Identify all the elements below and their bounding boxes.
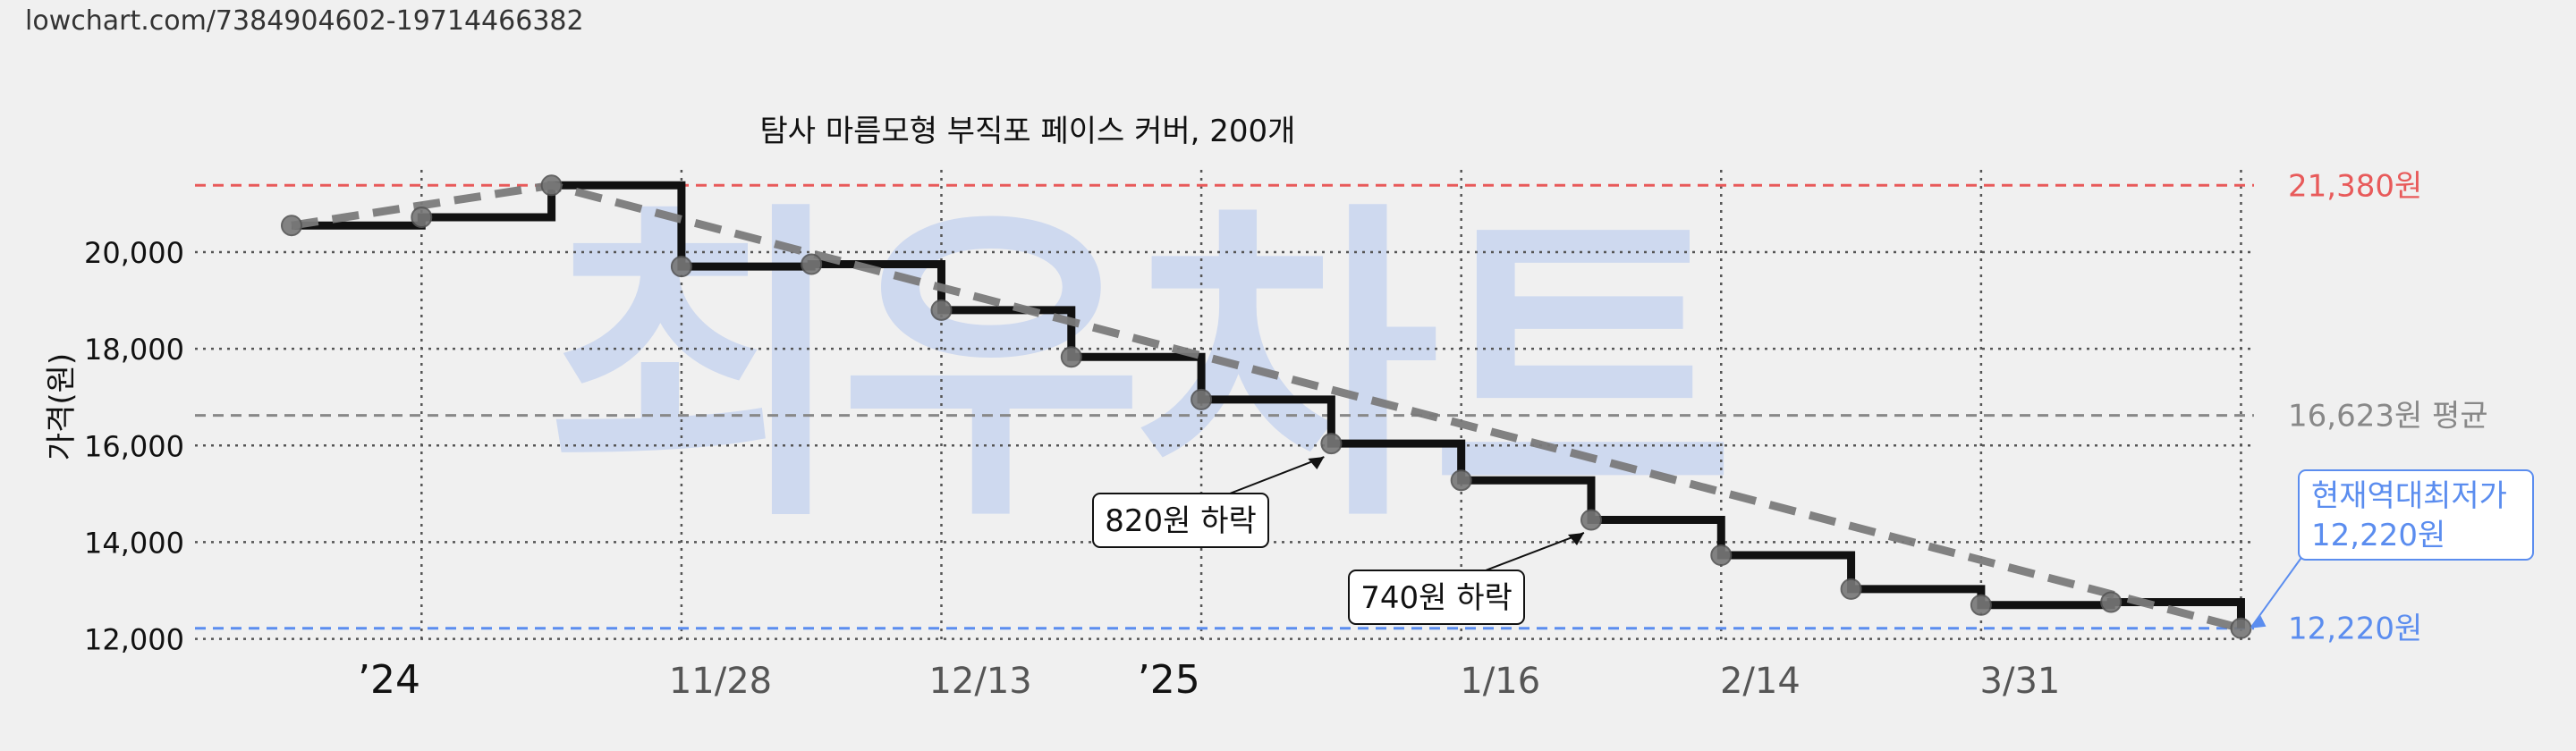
y-tick-label: 18,000 — [84, 333, 184, 367]
current-low-callout-value: 12,220원 — [2311, 518, 2445, 553]
y-tick-label: 12,000 — [84, 623, 184, 657]
data-point — [2230, 617, 2252, 639]
data-point — [1710, 544, 1733, 567]
x-tick-label: 2/14 — [1720, 661, 1801, 702]
annotation-label: 820원 하락 — [1105, 503, 1257, 539]
y-tick-label: 14,000 — [84, 526, 184, 560]
x-tick-year-label: ’25 — [1138, 657, 1200, 703]
annotation-label: 740원 하락 — [1360, 580, 1513, 616]
y-tick-label: 20,000 — [84, 236, 184, 270]
x-tick-label: 3/31 — [1980, 661, 2061, 702]
annotation-box — [1092, 493, 1269, 548]
price-step-line — [292, 181, 2245, 629]
callout-arrow-line — [2250, 548, 2309, 628]
callout-arrowhead — [2250, 615, 2267, 629]
max-price-label: 21,380원 — [2288, 168, 2422, 204]
data-point — [670, 256, 692, 278]
data-point — [801, 253, 823, 275]
annotation-arrow-line — [1485, 532, 1585, 571]
data-point — [411, 207, 433, 228]
x-tick-label: 12/13 — [928, 661, 1031, 702]
avg-price-label: 16,623원 평균 — [2288, 399, 2488, 435]
current-low-callout-title: 현재역대최저가 — [2311, 478, 2507, 514]
x-tick-year-label: ’24 — [358, 657, 420, 703]
annotation-arrowhead — [1567, 532, 1584, 545]
y-tick-label: 16,000 — [84, 429, 184, 463]
current-low-callout-box — [2298, 469, 2534, 561]
x-tick-label: 11/28 — [669, 661, 772, 702]
data-point — [540, 174, 563, 197]
min-price-label: 12,220원 — [2288, 612, 2422, 647]
data-point — [1970, 594, 1992, 616]
data-point — [1450, 469, 1472, 492]
data-point — [1580, 509, 1602, 531]
data-point — [1191, 388, 1213, 410]
data-point — [1840, 578, 1862, 600]
data-point — [1320, 433, 1343, 455]
chart-title: 탐사 마름모형 부직포 페이스 커버, 200개 — [760, 114, 1296, 149]
x-tick-label: 1/16 — [1460, 661, 1540, 702]
data-point — [281, 215, 302, 237]
annotation-arrowhead — [1308, 457, 1325, 470]
source-url: lowchart.com/7384904602-19714466382 — [25, 5, 584, 37]
data-point — [2100, 591, 2123, 613]
y-axis-label: 가격(원) — [44, 353, 80, 460]
annotation-arrow-line — [1229, 456, 1325, 494]
annotation-box — [1348, 570, 1525, 625]
data-point — [930, 299, 953, 321]
data-point — [1060, 346, 1082, 368]
